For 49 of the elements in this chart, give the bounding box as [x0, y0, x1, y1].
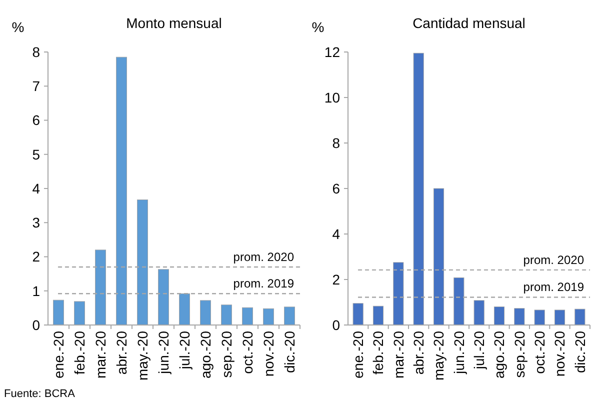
ref-line-label: prom. 2020	[233, 250, 294, 264]
y-tick-label: 3	[32, 214, 40, 231]
x-tick-label: may.-20	[430, 330, 447, 381]
x-tick-label: ago.-20	[491, 330, 508, 378]
y-tick-label: 4	[32, 180, 40, 196]
x-tick-label: sep.-20	[511, 330, 528, 378]
x-tick-label: ene.-20	[50, 330, 66, 378]
x-tick-label: oct.-20	[531, 330, 548, 374]
ref-line-label: prom. 2019	[233, 276, 294, 291]
chart-title: Monto mensual	[126, 15, 222, 31]
x-tick-label: nov.-20	[260, 330, 276, 377]
x-tick-label: ago.-20	[197, 330, 214, 378]
y-tick-label: 4	[332, 226, 340, 242]
y-tick-label: 2	[32, 248, 40, 265]
x-tick-label: abr.-20	[113, 330, 130, 375]
y-tick-label: 12	[324, 44, 340, 60]
y-tick-label: 2	[332, 271, 340, 288]
x-tick-label: oct.-20	[239, 330, 256, 374]
y-tick-label: 0	[332, 316, 340, 333]
y-tick-label: 7	[32, 78, 40, 94]
x-tick-label: sep.-20	[218, 330, 234, 378]
x-tick-label: nov.-20	[552, 330, 568, 377]
x-tick-label: ene.-20	[350, 330, 366, 378]
x-tick-label: dic.-20	[572, 330, 588, 374]
ref-line-label: prom. 2019	[523, 280, 584, 294]
y-tick-label: 1	[32, 282, 40, 299]
y-tick-label: 8	[332, 134, 340, 151]
x-tick-label: abr.-20	[410, 330, 426, 375]
x-tick-label: mar.-20	[390, 330, 406, 378]
y-tick-label: 10	[324, 89, 340, 106]
x-tick-label: jun.-20	[155, 330, 172, 375]
y-axis-title: %	[12, 19, 24, 35]
x-tick-label: feb.-20	[370, 330, 386, 375]
source-note: Fuente: BCRA	[4, 388, 76, 400]
x-tick-label: may.-20	[134, 330, 150, 381]
x-tick-label: jun.-20	[450, 330, 467, 375]
x-tick-label: dic.-20	[281, 330, 298, 374]
y-tick-label: 6	[332, 180, 340, 196]
x-tick-label: mar.-20	[92, 330, 108, 378]
y-tick-label: 5	[32, 146, 40, 162]
chart-title: Cantidad mensual	[412, 15, 526, 31]
x-tick-label: jul.-20	[176, 330, 192, 370]
y-axis-title: %	[312, 19, 324, 35]
ref-line-label: prom. 2020	[523, 252, 584, 267]
x-tick-label: feb.-20	[71, 330, 88, 375]
y-tick-label: 6	[32, 112, 40, 128]
x-tick-label: jul.-20	[470, 330, 487, 370]
y-tick-label: 0	[32, 316, 40, 333]
y-tick-label: 8	[32, 44, 40, 60]
